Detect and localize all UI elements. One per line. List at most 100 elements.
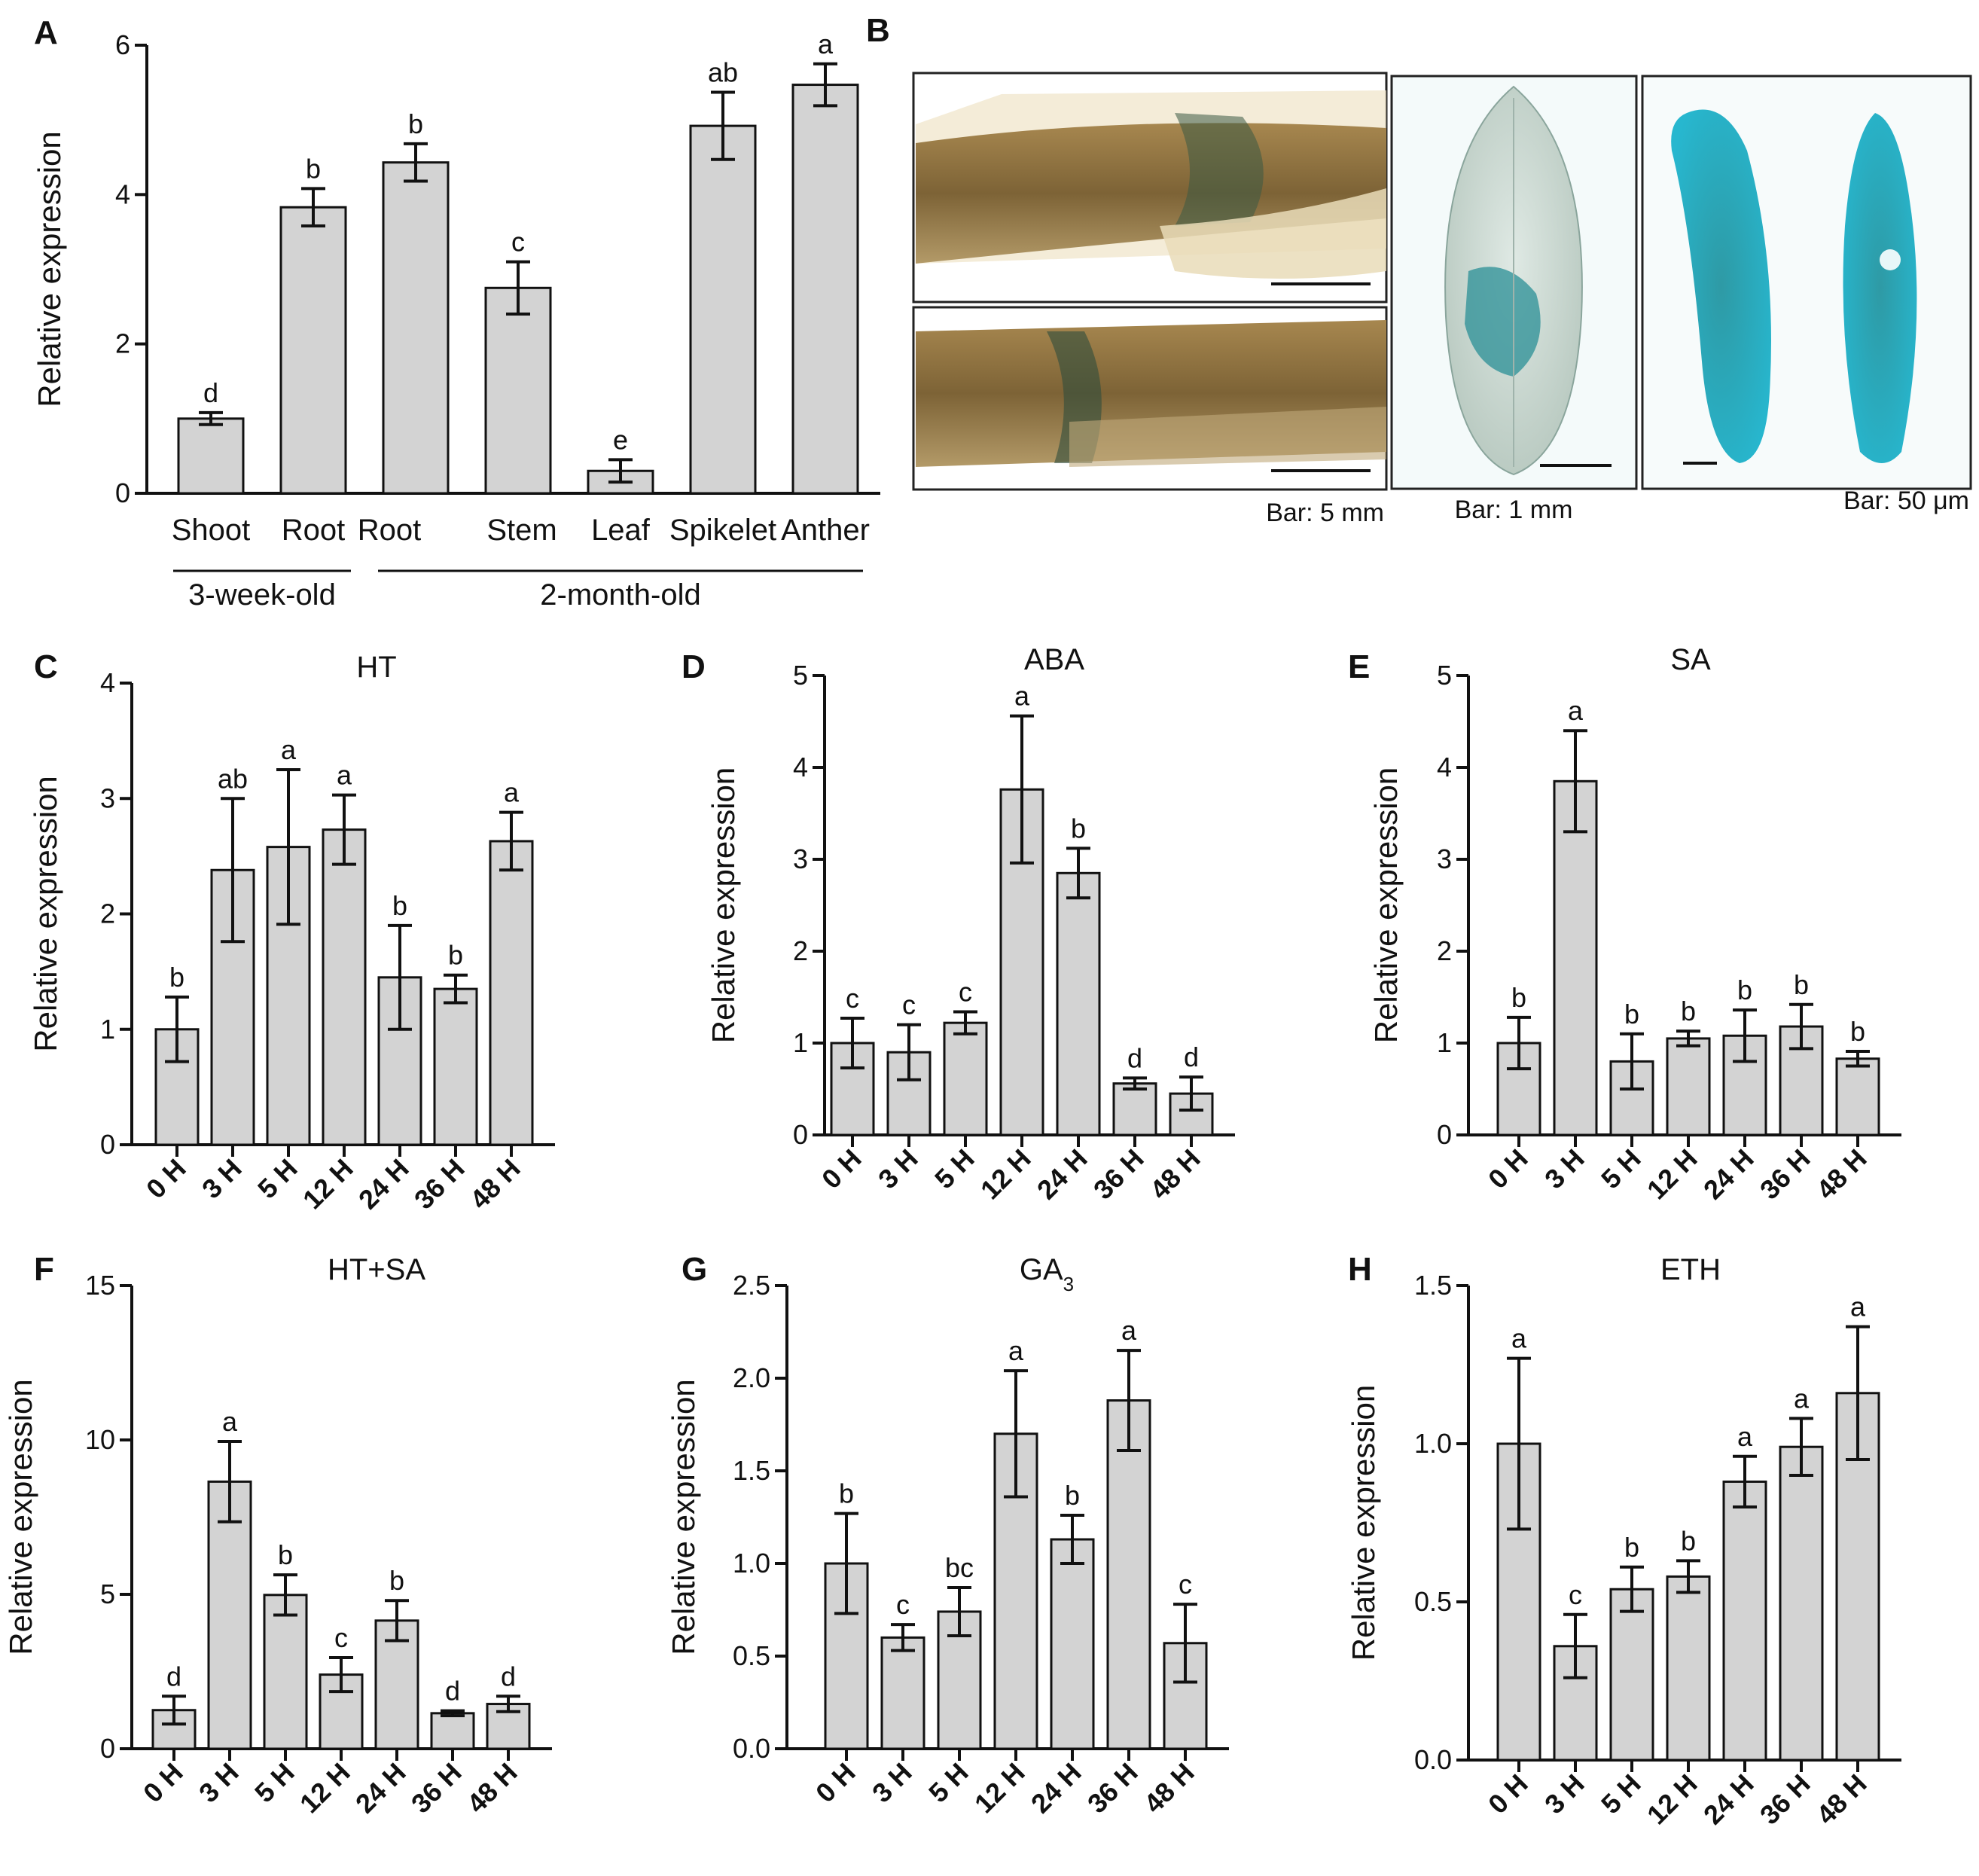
significance-letter: d — [445, 1676, 460, 1707]
x-tick-label: Anther — [781, 514, 870, 547]
x-tick-label: 24 H — [1025, 1757, 1087, 1820]
y-tick-label: 2.5 — [733, 1270, 770, 1301]
significance-letter: b — [1624, 1532, 1639, 1563]
y-tick-label: 1.0 — [1414, 1428, 1452, 1459]
x-tick-label: Stem — [486, 514, 556, 547]
y-tick-label: 0 — [100, 1129, 115, 1160]
x-tick-label: 0 H — [140, 1153, 192, 1205]
bar — [1056, 871, 1101, 1136]
x-tick-label: 36 H — [1087, 1143, 1150, 1206]
significance-letter: b — [448, 940, 463, 971]
x-tick-label: 24 H — [1031, 1143, 1093, 1206]
significance-letter: a — [1737, 1421, 1753, 1452]
x-tick-label: 3 H — [196, 1153, 248, 1205]
y-tick-label: 2 — [115, 328, 130, 359]
significance-letter: a — [1511, 1323, 1527, 1354]
bar — [1666, 1037, 1711, 1136]
scale-bar-label-spikelet: Bar: 1 mm — [1455, 496, 1573, 524]
x-tick-label: 3 H — [872, 1143, 924, 1195]
x-tick-label: 3 H — [866, 1757, 918, 1809]
chart-panel-f: F HT+SA 0 5 10 15 Relative expression d 0 H a 3 H b… — [3, 1251, 552, 1819]
bar — [791, 84, 859, 495]
significance-letter: a — [818, 29, 834, 59]
significance-letter: b — [1794, 969, 1809, 1000]
panel-letter: E — [1348, 648, 1370, 685]
bar — [263, 1594, 308, 1750]
x-tick-label: 24 H — [1697, 1143, 1760, 1206]
x-tick-label: 5 H — [249, 1757, 300, 1809]
group-label: 3-week-old — [188, 578, 336, 612]
bar — [382, 161, 450, 495]
chart-panel-d: D ABA 0 1 2 3 4 5 Relative expression c 0 H c 3 H c 5 … — [682, 643, 1235, 1205]
scale-bar-label-anther: Bar: 50 μm — [1843, 487, 1969, 515]
x-tick-label: 5 H — [922, 1757, 974, 1809]
x-tick-label: 3 H — [1538, 1768, 1590, 1820]
significance-letter: e — [613, 424, 628, 455]
bar — [1609, 1588, 1654, 1762]
x-tick-label: Root — [282, 514, 346, 547]
significance-letter: a — [1850, 1292, 1866, 1322]
significance-letter: c — [896, 1589, 910, 1620]
y-tick-label: 1.0 — [733, 1548, 770, 1579]
panel-letter-b: B — [866, 12, 890, 49]
bar — [1553, 779, 1598, 1136]
x-tick-label: 5 H — [1595, 1143, 1647, 1195]
significance-letter: b — [306, 153, 321, 184]
group-label: 2-month-old — [540, 578, 700, 612]
y-tick-label: 3 — [1437, 843, 1452, 874]
bar — [207, 1480, 252, 1750]
significance-letter: b — [1071, 813, 1086, 843]
y-tick-label: 15 — [85, 1270, 115, 1301]
significance-letter: bc — [945, 1552, 974, 1583]
bar — [322, 828, 367, 1146]
bar — [177, 417, 245, 495]
x-tick-label: 0 H — [816, 1143, 868, 1195]
significance-letter: b — [392, 890, 407, 921]
y-tick-label: 0.0 — [1414, 1744, 1452, 1775]
x-tick-label: 48 H — [464, 1153, 526, 1216]
bar — [484, 286, 552, 495]
y-tick-label: 4 — [1437, 752, 1452, 782]
x-tick-label: 12 H — [297, 1153, 359, 1216]
significance-letter: b — [278, 1539, 293, 1570]
significance-letter: a — [222, 1406, 238, 1437]
significance-letter: c — [902, 990, 916, 1020]
x-tick-label: 5 H — [252, 1153, 303, 1205]
significance-letter: d — [1184, 1042, 1199, 1072]
x-tick-label: 48 H — [461, 1757, 523, 1820]
significance-letter: a — [337, 760, 352, 791]
y-axis-label: Relative expression — [28, 776, 63, 1052]
significance-letter: d — [501, 1661, 516, 1691]
anther-photo — [1641, 75, 1972, 490]
chart-panel-g: G GA3 0.0 0.5 1.0 1.5 2.0 2.5 Relative expressio… — [666, 1251, 1229, 1819]
significance-letter: a — [1121, 1315, 1137, 1346]
bar — [880, 1636, 925, 1750]
panel-letter: H — [1348, 1251, 1372, 1288]
x-tick-label: 36 H — [1754, 1768, 1816, 1831]
x-tick-label: 48 H — [1810, 1143, 1873, 1206]
chart-title-subscript: 3 — [1063, 1273, 1074, 1295]
y-tick-label: 2.0 — [733, 1362, 770, 1393]
significance-letter: b — [169, 962, 184, 993]
significance-letter: b — [408, 108, 423, 139]
x-tick-label: Root — [358, 514, 422, 547]
spikelet-photo — [1390, 75, 1638, 490]
y-tick-label: 5 — [100, 1579, 115, 1609]
y-tick-label: 3 — [100, 782, 115, 813]
significance-letter: b — [1065, 1480, 1080, 1511]
significance-letter: c — [846, 983, 859, 1014]
x-tick-label: 36 H — [405, 1757, 468, 1820]
x-tick-label: 0 H — [1482, 1143, 1534, 1195]
panel-b: B — [866, 12, 1972, 527]
bar — [943, 1021, 988, 1136]
x-tick-label: 5 H — [929, 1143, 980, 1195]
significance-letter: c — [1179, 1569, 1192, 1600]
panel-letter: A — [34, 14, 58, 51]
chart-panel-a: A 0 2 4 6 Relative expression d Shoot b Root b Root… — [32, 14, 880, 612]
panel-letter: D — [682, 648, 706, 685]
significance-letter: c — [959, 977, 972, 1008]
significance-letter: b — [1624, 999, 1639, 1030]
significance-letter: a — [1008, 1335, 1024, 1366]
